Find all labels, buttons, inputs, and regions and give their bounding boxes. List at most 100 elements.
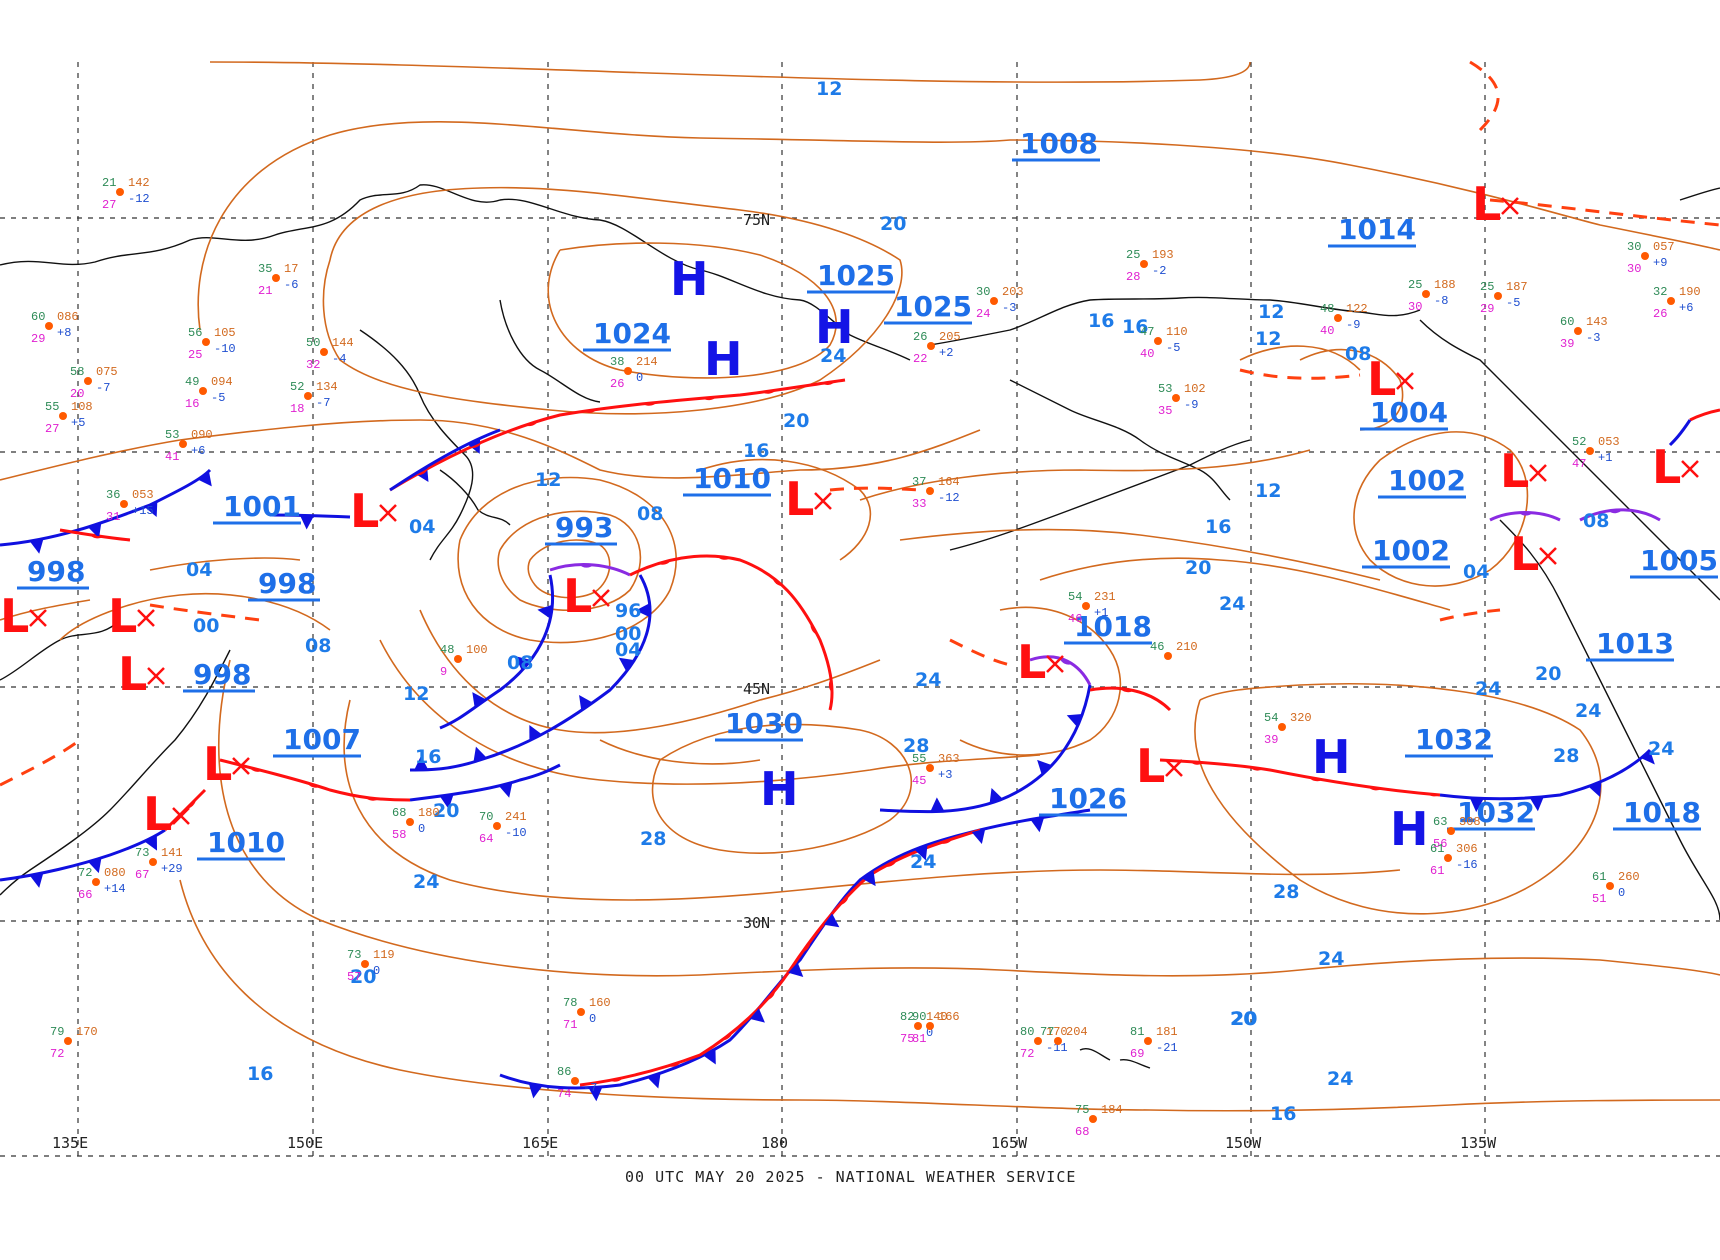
station-pressure: 231 bbox=[1094, 590, 1116, 604]
station-dewpoint: 33 bbox=[912, 497, 926, 511]
isobar-label: 12 bbox=[535, 469, 561, 491]
station-circle bbox=[571, 1077, 579, 1085]
high-symbol: H bbox=[704, 332, 743, 386]
station-temperature: 50 bbox=[306, 336, 320, 350]
station-pressure: 204 bbox=[1066, 1025, 1088, 1039]
station-pressure: 203 bbox=[1002, 285, 1024, 299]
station-temperature: 48 bbox=[440, 643, 454, 657]
station-circle bbox=[493, 822, 501, 830]
station-circle bbox=[624, 367, 632, 375]
cold-front-barb bbox=[618, 657, 635, 672]
station-pressure: 110 bbox=[1166, 325, 1188, 339]
cold-front-barb bbox=[88, 522, 102, 539]
station-dewpoint: 61 bbox=[1430, 864, 1444, 878]
fronts bbox=[0, 378, 1720, 1102]
station-temperature: 25 bbox=[1408, 278, 1422, 292]
station-dewpoint: 26 bbox=[610, 377, 624, 391]
low-center-marker bbox=[232, 757, 250, 775]
station-dewpoint: 51 bbox=[1592, 892, 1606, 906]
station-tendency: +3 bbox=[938, 768, 952, 782]
station-temperature: 55 bbox=[45, 400, 59, 414]
station-temperature: 49 bbox=[185, 375, 199, 389]
central-pressure: 1026 bbox=[1049, 782, 1127, 815]
cold-front-barb bbox=[88, 857, 102, 874]
low-center-marker bbox=[1046, 655, 1064, 673]
station-dewpoint: 39 bbox=[1560, 337, 1574, 351]
lon-label-150e: 150E bbox=[287, 1134, 323, 1152]
central-pressure: 1024 bbox=[593, 317, 671, 350]
station-plot: 37 164 33 -12 bbox=[912, 475, 960, 511]
station-tendency: -10 bbox=[505, 826, 527, 840]
station-pressure: 075 bbox=[96, 365, 118, 379]
station-temperature: 61 bbox=[1430, 842, 1444, 856]
central-pressure: 1004 bbox=[1370, 396, 1448, 429]
occluded-front-bump bbox=[1059, 658, 1073, 665]
low-center-marker bbox=[592, 589, 610, 607]
cold-front-barb bbox=[515, 656, 531, 671]
station-pressure: 142 bbox=[128, 176, 150, 190]
station-dewpoint: 29 bbox=[31, 332, 45, 346]
low-symbol: L bbox=[108, 589, 137, 643]
central-pressure: 1008 bbox=[1020, 127, 1098, 160]
isobar-label: 08 bbox=[305, 635, 331, 657]
warm-front-bump bbox=[1368, 786, 1382, 791]
central-pressure: 1030 bbox=[725, 707, 803, 740]
station-pressure: 181 bbox=[1156, 1025, 1178, 1039]
station-pressure: 143 bbox=[1586, 315, 1608, 329]
station-dewpoint: 75 bbox=[900, 1032, 914, 1046]
isobar-label: 08 bbox=[1583, 510, 1609, 532]
station-pressure: 080 bbox=[104, 866, 126, 880]
station-temperature: 32 bbox=[1653, 285, 1667, 299]
low-center-marker bbox=[147, 667, 165, 685]
station-plot: 48 100 9 bbox=[440, 643, 488, 679]
station-pressure: 170 bbox=[76, 1025, 98, 1039]
isobar-label: 24 bbox=[1318, 948, 1344, 970]
station-pressure: 090 bbox=[191, 428, 213, 442]
station-tendency: -6 bbox=[284, 278, 298, 292]
isobar-label: 20 bbox=[1231, 1008, 1257, 1030]
station-circle bbox=[1278, 723, 1286, 731]
station-dewpoint: 47 bbox=[1572, 457, 1586, 471]
low-symbol: L bbox=[1017, 635, 1046, 689]
station-plot: 63 308 56 bbox=[1433, 815, 1481, 851]
high-symbol: H bbox=[670, 252, 709, 306]
station-plot: 53 102 35 -9 bbox=[1158, 382, 1206, 418]
station-plot: 86 74 -7 bbox=[557, 1065, 597, 1101]
station-pressure: 187 bbox=[1506, 280, 1528, 294]
cold-front-barb bbox=[588, 1086, 603, 1102]
central-pressure: 1018 bbox=[1623, 796, 1701, 829]
station-tendency: +9 bbox=[1653, 256, 1667, 270]
lat-label-75n: 75N bbox=[743, 211, 770, 229]
cold-front-barb bbox=[144, 501, 158, 517]
station-plot: 52 053 47 +1 bbox=[1572, 435, 1620, 471]
graticule bbox=[0, 62, 1720, 1157]
station-dewpoint: 25 bbox=[188, 348, 202, 362]
station-dewpoint: 40 bbox=[1320, 324, 1334, 338]
low-symbol: L bbox=[1367, 352, 1396, 406]
station-pressure: 102 bbox=[1184, 382, 1206, 396]
isobar-label: 96 bbox=[615, 600, 641, 622]
station-temperature: 30 bbox=[1627, 240, 1641, 254]
station-circle bbox=[926, 764, 934, 772]
station-temperature: 36 bbox=[106, 488, 120, 502]
station-pressure: 170 bbox=[1046, 1025, 1068, 1039]
isobar-label: 28 bbox=[1273, 881, 1299, 903]
station-dewpoint: 72 bbox=[1020, 1047, 1034, 1061]
cold-front-barb bbox=[1469, 797, 1484, 813]
station-tendency: +1 bbox=[1598, 451, 1612, 465]
station-tendency: -9 bbox=[1184, 398, 1198, 412]
low-symbol: L bbox=[203, 737, 232, 791]
station-plot: 79 170 72 bbox=[50, 1025, 98, 1061]
station-temperature: 78 bbox=[563, 996, 577, 1010]
station-pressure: 164 bbox=[938, 475, 960, 489]
warm-front-bump bbox=[365, 797, 380, 801]
station-temperature: 26 bbox=[913, 330, 927, 344]
station-tendency: 0 bbox=[636, 371, 643, 385]
station-temperature: 82 bbox=[900, 1010, 914, 1024]
isobar-label: 16 bbox=[1088, 310, 1114, 332]
station-temperature: 79 bbox=[50, 1025, 64, 1039]
station-dewpoint: 66 bbox=[78, 888, 92, 902]
station-dewpoint: 28 bbox=[1126, 270, 1140, 284]
station-circle bbox=[116, 188, 124, 196]
